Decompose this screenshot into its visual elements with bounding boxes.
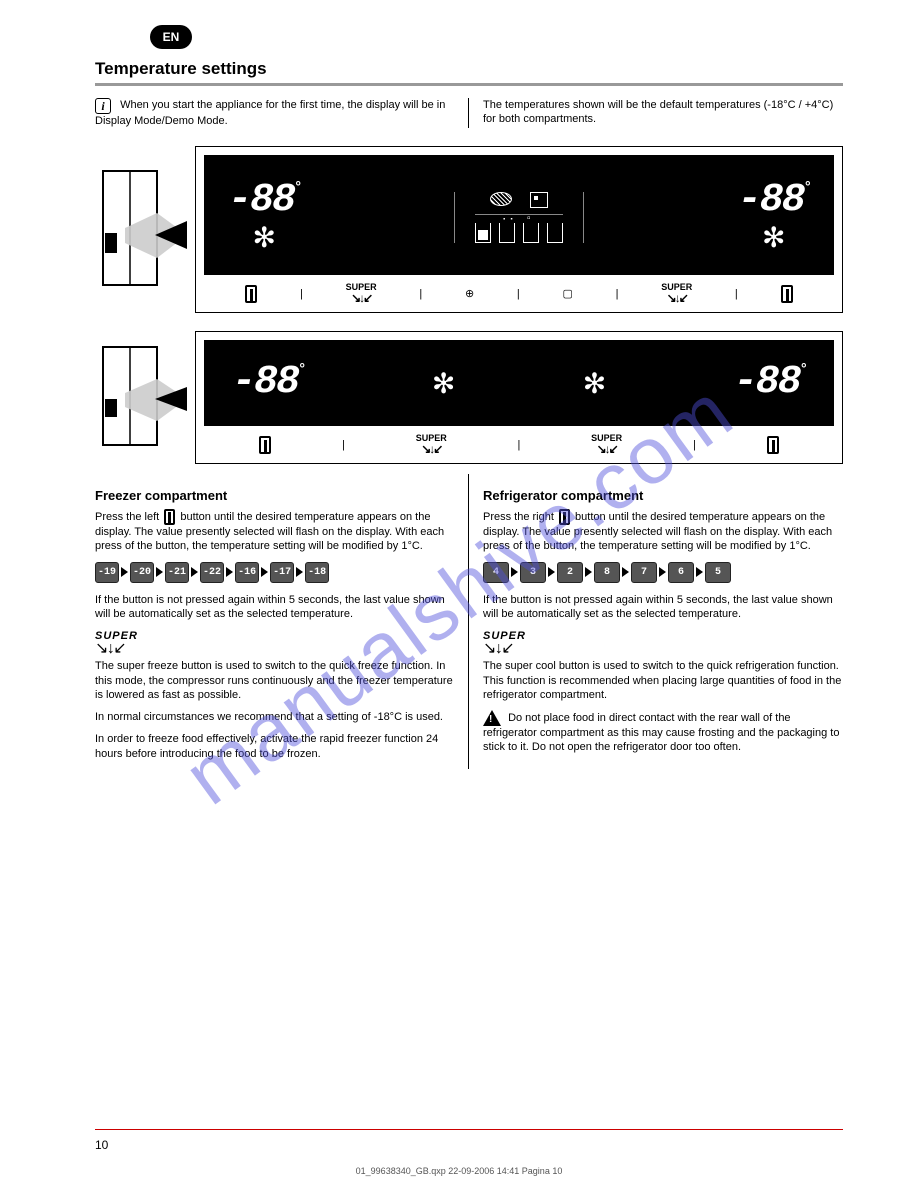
- freezer-p3: The super freeze button is used to switc…: [95, 659, 454, 702]
- freezer-p2: If the button is not pressed again withi…: [95, 593, 454, 622]
- temp-button-icon: [164, 509, 175, 525]
- freezer-p1: Press the left button until the desired …: [95, 509, 454, 554]
- freezer-temp-sequence: -19 -20 -21 -22 -16 -17 -18: [95, 562, 454, 583]
- panel1-right-temp: -88°: [738, 181, 810, 221]
- page-title: Temperature settings: [95, 59, 843, 79]
- page-number: 10: [95, 1138, 108, 1152]
- temp-chip: -18: [305, 562, 329, 583]
- arrow-icon: [191, 567, 198, 577]
- freezer-temp-button-icon[interactable]: [245, 285, 257, 303]
- caution-icon: [483, 710, 501, 726]
- temp-chip: -19: [95, 562, 119, 583]
- arrow-icon: [585, 567, 592, 577]
- intro-right: The temperatures shown will be the defau…: [483, 99, 833, 125]
- intro-left: When you start the appliance for the fir…: [95, 99, 445, 127]
- panel2-button-row: | SUPER↘↓↙| SUPER↘↓↙|: [204, 426, 834, 455]
- footer-filename: 01_99638340_GB.qxp 22-09-2006 14:41 Pagi…: [356, 1166, 563, 1176]
- temp-chip: -22: [200, 562, 224, 583]
- arrow-icon: [696, 567, 703, 577]
- temp-button-icon: [559, 509, 570, 525]
- arrow-icon: [121, 567, 128, 577]
- arrow-icon: [296, 567, 303, 577]
- title-rule: [95, 83, 843, 86]
- freezer-heading: Freezer compartment: [95, 488, 454, 505]
- info-icon: i: [95, 98, 111, 114]
- arrow-icon: [659, 567, 666, 577]
- super-freeze-button-icon[interactable]: SUPER↘↓↙: [416, 434, 447, 455]
- crushed-ice-icon: [499, 223, 515, 243]
- footer-rule: [95, 1129, 843, 1130]
- temp-chip: 3: [520, 562, 546, 583]
- fridge-temp-sequence: 4 3 2 8 7 6 5: [483, 562, 843, 583]
- fridge-temp-button-icon[interactable]: [781, 285, 793, 303]
- panel2-left-temp: -88°: [232, 363, 304, 403]
- language-badge: EN: [150, 25, 192, 49]
- fridge-diagram-1: [95, 163, 187, 296]
- panel1-left-temp: -88°: [228, 181, 300, 221]
- dispenser-button-icon[interactable]: ⊕: [465, 287, 474, 300]
- temp-chip: 7: [631, 562, 657, 583]
- super-cool-button-icon[interactable]: SUPER↘↓↙: [591, 434, 622, 455]
- super-cool-icon: SUPER ↘ ↓ ↙: [483, 629, 843, 653]
- temp-chip: -17: [270, 562, 294, 583]
- snowflake-icon: ✻: [583, 367, 606, 400]
- fridge-caution: Do not place food in direct contact with…: [483, 710, 843, 755]
- temp-chip: 2: [557, 562, 583, 583]
- temp-chip: -21: [165, 562, 189, 583]
- panel1-button-row: | SUPER↘↓↙| ⊕| ▢| SUPER↘↓↙|: [204, 275, 834, 304]
- temp-chip: -16: [235, 562, 259, 583]
- display-panel-1: -88° ✻ -88°: [195, 146, 843, 313]
- super-freeze-icon: SUPER ↘ ↓ ↙: [95, 629, 454, 653]
- fridge-p2: If the button is not pressed again withi…: [483, 593, 843, 622]
- fridge-temp-button-icon[interactable]: [767, 436, 779, 454]
- water-icon: [475, 223, 491, 243]
- cubed-ice-icon: [523, 223, 539, 243]
- panel2-right-temp: -88°: [734, 363, 806, 403]
- compartment-button-icon[interactable]: ▢: [562, 287, 572, 300]
- temp-chip: 4: [483, 562, 509, 583]
- arrow-icon: [511, 567, 518, 577]
- fridge-heading: Refrigerator compartment: [483, 488, 843, 505]
- super-freeze-button-icon[interactable]: SUPER↘↓↙: [346, 283, 377, 304]
- fridge-p3: The super cool button is used to switch …: [483, 659, 843, 702]
- snowflake-icon: ✻: [432, 367, 455, 400]
- snowflake-icon: ✻: [738, 221, 810, 254]
- compartment-icon: [530, 192, 548, 208]
- snowflake-icon: ✻: [228, 221, 300, 254]
- freezer-p5: In order to freeze food effectively, act…: [95, 732, 454, 761]
- temp-chip: 8: [594, 562, 620, 583]
- temp-chip: 6: [668, 562, 694, 583]
- arrow-icon: [622, 567, 629, 577]
- temp-chip: -20: [130, 562, 154, 583]
- arrow-icon: [226, 567, 233, 577]
- display-panel-2: -88° ✻ ✻ -88° | SUPER↘↓↙| SUPER↘↓↙|: [195, 331, 843, 464]
- arrow-icon: [548, 567, 555, 577]
- fridge-p1: Press the right button until the desired…: [483, 509, 843, 554]
- arrow-icon: [156, 567, 163, 577]
- filter-icon: [490, 192, 512, 206]
- fridge-diagram-2: [95, 341, 187, 454]
- super-cool-button-icon[interactable]: SUPER↘↓↙: [661, 283, 692, 304]
- temp-chip: 5: [705, 562, 731, 583]
- arrow-icon: [261, 567, 268, 577]
- cup-empty-icon: [547, 223, 563, 243]
- freezer-p4: In normal circumstances we recommend tha…: [95, 710, 454, 724]
- freezer-temp-button-icon[interactable]: [259, 436, 271, 454]
